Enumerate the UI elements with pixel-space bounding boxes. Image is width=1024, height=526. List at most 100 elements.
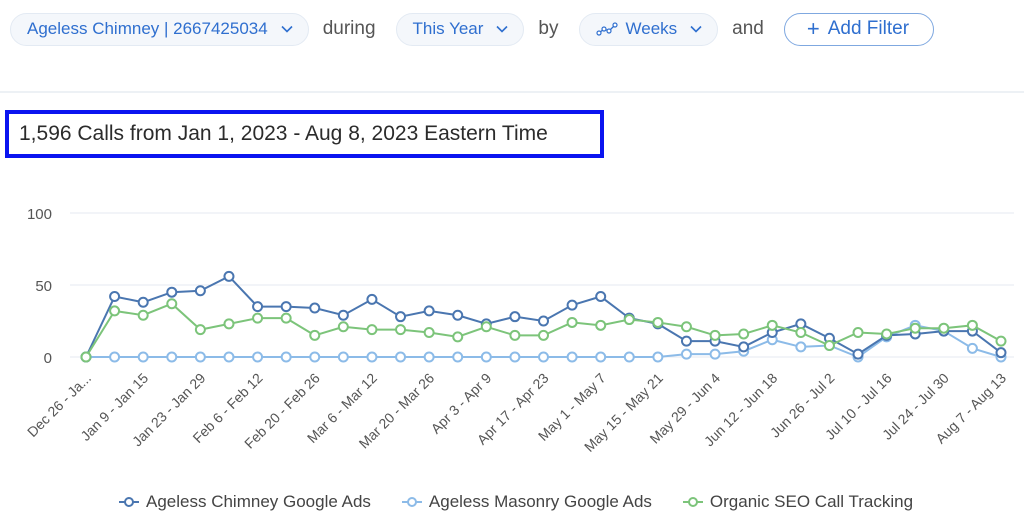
data-point[interactable]: [595, 291, 607, 303]
data-point[interactable]: [280, 301, 292, 313]
data-point[interactable]: [595, 351, 607, 363]
data-point[interactable]: [252, 301, 264, 313]
data-point[interactable]: [995, 335, 1007, 347]
data-point[interactable]: [909, 322, 921, 334]
data-point[interactable]: [137, 309, 149, 321]
data-point[interactable]: [852, 348, 864, 360]
data-point[interactable]: [80, 351, 92, 363]
data-point[interactable]: [938, 322, 950, 334]
data-point[interactable]: [423, 327, 435, 339]
data-point[interactable]: [252, 351, 264, 363]
legend-item-chimney[interactable]: Ageless Chimney Google Ads: [118, 492, 371, 512]
data-point[interactable]: [566, 351, 578, 363]
by-text: by: [538, 18, 559, 39]
data-point[interactable]: [509, 329, 521, 341]
data-point[interactable]: [738, 328, 750, 340]
data-point[interactable]: [137, 351, 149, 363]
source-dropdown-label: Ageless Chimney | 2667425034: [27, 19, 268, 38]
data-point[interactable]: [194, 324, 206, 336]
data-point[interactable]: [395, 324, 407, 336]
source-dropdown[interactable]: Ageless Chimney | 2667425034: [10, 12, 309, 46]
period-dropdown[interactable]: This Year: [395, 12, 525, 46]
granularity-dropdown[interactable]: Weeks: [578, 12, 719, 46]
data-point[interactable]: [280, 351, 292, 363]
data-point[interactable]: [366, 351, 378, 363]
data-point[interactable]: [823, 339, 835, 351]
headline-text: 1,596 Calls from Jan 1, 2023 - Aug 8, 20…: [19, 122, 548, 145]
data-point[interactable]: [452, 309, 464, 321]
chevron-down-icon: [496, 25, 508, 33]
data-point[interactable]: [423, 305, 435, 317]
calls-line-chart: 0 50 100 Dec 26 - Ja... Jan 9 - Jan 15 Jan 23…: [0, 195, 1024, 526]
data-point[interactable]: [595, 319, 607, 331]
legend-item-masonry[interactable]: Ageless Masonry Google Ads: [401, 492, 652, 512]
data-point[interactable]: [109, 351, 121, 363]
add-filter-button[interactable]: + Add Filter: [783, 12, 935, 46]
data-point[interactable]: [337, 321, 349, 333]
data-point[interactable]: [109, 291, 121, 303]
data-point[interactable]: [480, 351, 492, 363]
data-point[interactable]: [795, 341, 807, 353]
data-point[interactable]: [194, 285, 206, 297]
data-point[interactable]: [652, 351, 664, 363]
legend-line-marker-icon: [119, 497, 139, 507]
data-point[interactable]: [509, 311, 521, 323]
data-point[interactable]: [480, 321, 492, 333]
data-point[interactable]: [538, 315, 549, 327]
data-point[interactable]: [566, 299, 578, 311]
data-point[interactable]: [680, 348, 692, 360]
data-point[interactable]: [194, 351, 206, 363]
data-point[interactable]: [623, 351, 635, 363]
data-point[interactable]: [452, 331, 464, 343]
data-point[interactable]: [137, 296, 149, 308]
data-point[interactable]: [337, 351, 349, 363]
data-point[interactable]: [966, 319, 978, 331]
legend-item-organic[interactable]: Organic SEO Call Tracking: [682, 492, 913, 512]
data-point[interactable]: [538, 329, 549, 341]
data-point[interactable]: [166, 351, 178, 363]
data-point[interactable]: [995, 347, 1007, 359]
data-point[interactable]: [766, 319, 778, 331]
data-point[interactable]: [223, 318, 235, 330]
data-point[interactable]: [509, 351, 521, 363]
data-point[interactable]: [966, 342, 978, 354]
data-point[interactable]: [623, 314, 635, 326]
legend-label: Organic SEO Call Tracking: [709, 492, 914, 511]
data-point[interactable]: [452, 351, 464, 363]
trend-line-icon: [595, 22, 618, 36]
legend-label: Ageless Masonry Google Ads: [428, 492, 652, 511]
data-point[interactable]: [423, 351, 435, 363]
filter-bar: Ageless Chimney | 2667425034 during This…: [10, 12, 935, 46]
data-point[interactable]: [566, 316, 578, 328]
data-point[interactable]: [652, 316, 664, 328]
data-point[interactable]: [852, 327, 864, 339]
data-point[interactable]: [395, 311, 407, 323]
period-dropdown-label: This Year: [412, 19, 484, 38]
data-point[interactable]: [309, 329, 321, 341]
data-point[interactable]: [680, 321, 692, 333]
data-point[interactable]: [223, 270, 235, 282]
data-point[interactable]: [109, 305, 121, 317]
data-point[interactable]: [738, 341, 750, 353]
during-text: during: [322, 18, 376, 39]
data-point[interactable]: [709, 348, 721, 360]
data-point[interactable]: [166, 286, 178, 298]
data-point[interactable]: [166, 298, 178, 310]
data-point[interactable]: [395, 351, 407, 363]
data-point[interactable]: [309, 302, 321, 314]
data-point[interactable]: [680, 335, 692, 347]
data-point[interactable]: [280, 312, 292, 324]
data-point[interactable]: [223, 351, 235, 363]
chevron-down-icon: [690, 25, 702, 33]
data-point[interactable]: [366, 324, 378, 336]
data-point[interactable]: [881, 328, 893, 340]
y-tick-label: 50: [35, 278, 52, 295]
data-point[interactable]: [252, 312, 264, 324]
data-point[interactable]: [795, 327, 807, 339]
data-point[interactable]: [337, 309, 349, 321]
chevron-down-icon: [281, 25, 293, 33]
data-point[interactable]: [309, 351, 321, 363]
data-point[interactable]: [366, 293, 378, 305]
data-point[interactable]: [709, 329, 721, 341]
data-point[interactable]: [538, 351, 549, 363]
